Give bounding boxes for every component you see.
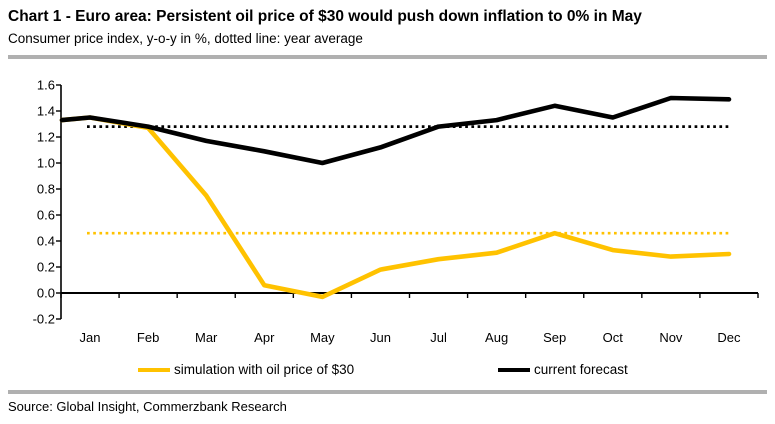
y-axis-tick-label: 1.6 xyxy=(37,78,55,93)
forecast-line-swatch xyxy=(498,367,530,372)
x-axis-month-label: Nov xyxy=(659,330,683,345)
source-note: Source: Global Insight, Commerzbank Rese… xyxy=(8,399,287,414)
y-axis-tick-label: 0.4 xyxy=(37,234,55,249)
x-axis-month-label: Mar xyxy=(195,330,218,345)
x-axis-month-label: Jul xyxy=(430,330,447,345)
legend-label-forecast: current forecast xyxy=(534,362,628,377)
y-axis-tick-label: 0.6 xyxy=(37,208,55,223)
x-axis-month-label: May xyxy=(310,330,335,345)
x-axis-month-label: Dec xyxy=(717,330,741,345)
y-axis-tick-label: -0.2 xyxy=(33,312,55,327)
series-line-forecast xyxy=(59,95,732,166)
y-axis-tick-label: 1.0 xyxy=(37,156,55,171)
y-axis-tick-label: 0.8 xyxy=(37,182,55,197)
legend-item-forecast: current forecast xyxy=(498,362,628,377)
legend-label-simulation: simulation with oil price of $30 xyxy=(174,362,355,377)
bottom-divider xyxy=(8,390,767,394)
top-divider xyxy=(8,55,767,59)
chart-subtitle: Consumer price index, y-o-y in %, dotted… xyxy=(8,31,363,46)
simulation-line-swatch xyxy=(138,367,170,372)
x-axis-month-label: Feb xyxy=(137,330,159,345)
x-axis-month-label: Aug xyxy=(485,330,508,345)
x-axis-month-label: Sep xyxy=(543,330,566,345)
x-axis-month-label: Oct xyxy=(603,330,624,345)
y-axis-tick-label: 0.2 xyxy=(37,260,55,275)
legend-item-simulation: simulation with oil price of $30 xyxy=(138,362,354,377)
x-axis-month-label: Jun xyxy=(370,330,391,345)
y-axis-tick-label: 1.2 xyxy=(37,130,55,145)
y-axis-tick-label: 1.4 xyxy=(37,104,55,119)
chart-title: Chart 1 - Euro area: Persistent oil pric… xyxy=(8,8,642,25)
x-axis-month-label: Jan xyxy=(80,330,101,345)
y-axis-tick-label: 0.0 xyxy=(37,286,55,301)
x-axis-month-label: Apr xyxy=(254,330,275,345)
